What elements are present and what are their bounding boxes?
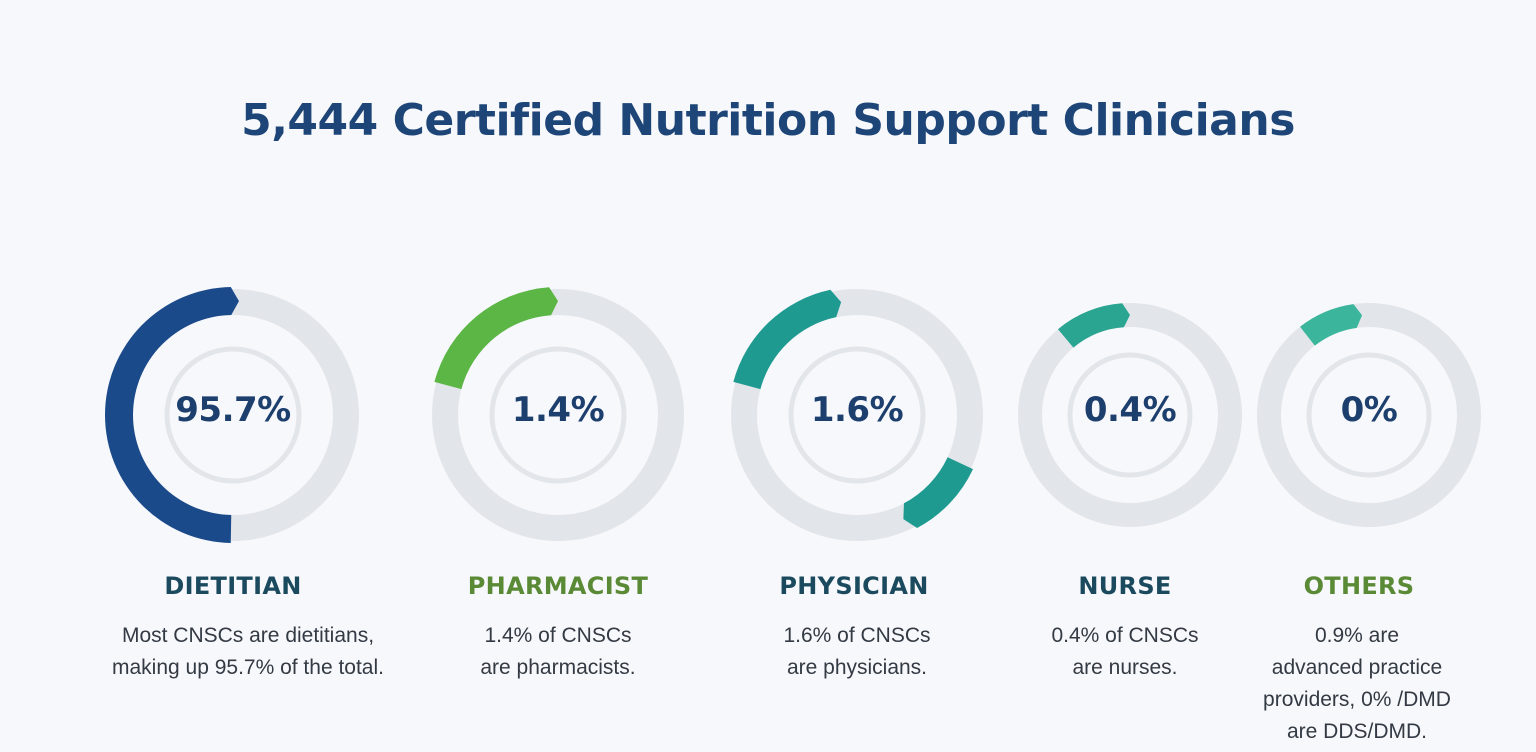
desc-others: 0.9% are advanced practice providers, 0%… (1207, 620, 1507, 748)
donut-arc-pharmacist-value (434, 287, 558, 390)
donut-track (1257, 303, 1481, 527)
desc-nurse: 0.4% of CNSCs are nurses. (975, 620, 1275, 684)
label-pharmacist: PHARMACIST (467, 572, 649, 600)
donut-inner-ring (164, 346, 302, 484)
donut-track (731, 289, 983, 541)
percent-pharmacist: 1.4% (511, 390, 605, 430)
chart-title: 5,444 Certified Nutrition Support Clinic… (241, 95, 1295, 146)
desc-pharmacist-line-1: 1.4% of CNSCs (484, 624, 632, 647)
donut-arc-physician-value-secondary (903, 457, 974, 529)
desc-physician-line-1: 1.6% of CNSCs (783, 624, 931, 647)
desc-nurse-line-2: are nurses. (1072, 656, 1178, 679)
desc-dietitian: Most CNSCs are dietitians, making up 95.… (98, 620, 398, 684)
percent-dietitian: 95.7% (175, 390, 291, 430)
desc-others-line-2: advanced practice (1271, 656, 1443, 679)
donut-arc-dietitian-value (105, 287, 239, 543)
desc-physician-line-2: are physicians. (786, 656, 928, 679)
label-nurse: NURSE (1078, 572, 1172, 600)
desc-pharmacist: 1.4% of CNSCs are pharmacists. (408, 620, 708, 684)
donut-track (432, 289, 684, 541)
donut-inner-ring (1306, 352, 1432, 478)
donut-dietitian-svg (105, 287, 359, 543)
donut-inner-ring (1067, 352, 1193, 478)
percent-nurse: 0.4% (1083, 390, 1177, 430)
donut-inner-ring (489, 346, 627, 484)
desc-nurse-line-1: 0.4% of CNSCs (1051, 624, 1199, 647)
percent-physician: 1.6% (810, 390, 904, 430)
donut-others-svg (1257, 303, 1481, 527)
label-physician: PHYSICIAN (779, 572, 929, 600)
donut-pharmacist-svg (432, 287, 684, 541)
percent-others: 0% (1340, 390, 1398, 430)
donut-nurse-svg (1018, 303, 1242, 527)
desc-physician: 1.6% of CNSCs are physicians. (707, 620, 1007, 684)
desc-others-line-1: 0.9% are (1314, 624, 1400, 647)
desc-others-line-3: providers, 0% /DMD (1263, 688, 1451, 711)
donut-arc-others-value (1300, 304, 1363, 346)
label-others: OTHERS (1303, 572, 1415, 600)
desc-pharmacist-line-2: are pharmacists. (480, 656, 636, 679)
desc-others-line-4: are DDS/DMD. (1286, 720, 1428, 743)
donut-inner-ring (788, 346, 926, 484)
donut-physician-svg (731, 289, 983, 541)
label-dietitian: DIETITIAN (164, 572, 302, 600)
donut-arc-nurse-value (1058, 303, 1130, 348)
desc-dietitian-line-2: making up 95.7% of the total. (111, 656, 384, 679)
donut-arc-physician-value (733, 289, 842, 390)
desc-dietitian-line-1: Most CNSCs are dietitians, (121, 624, 375, 647)
